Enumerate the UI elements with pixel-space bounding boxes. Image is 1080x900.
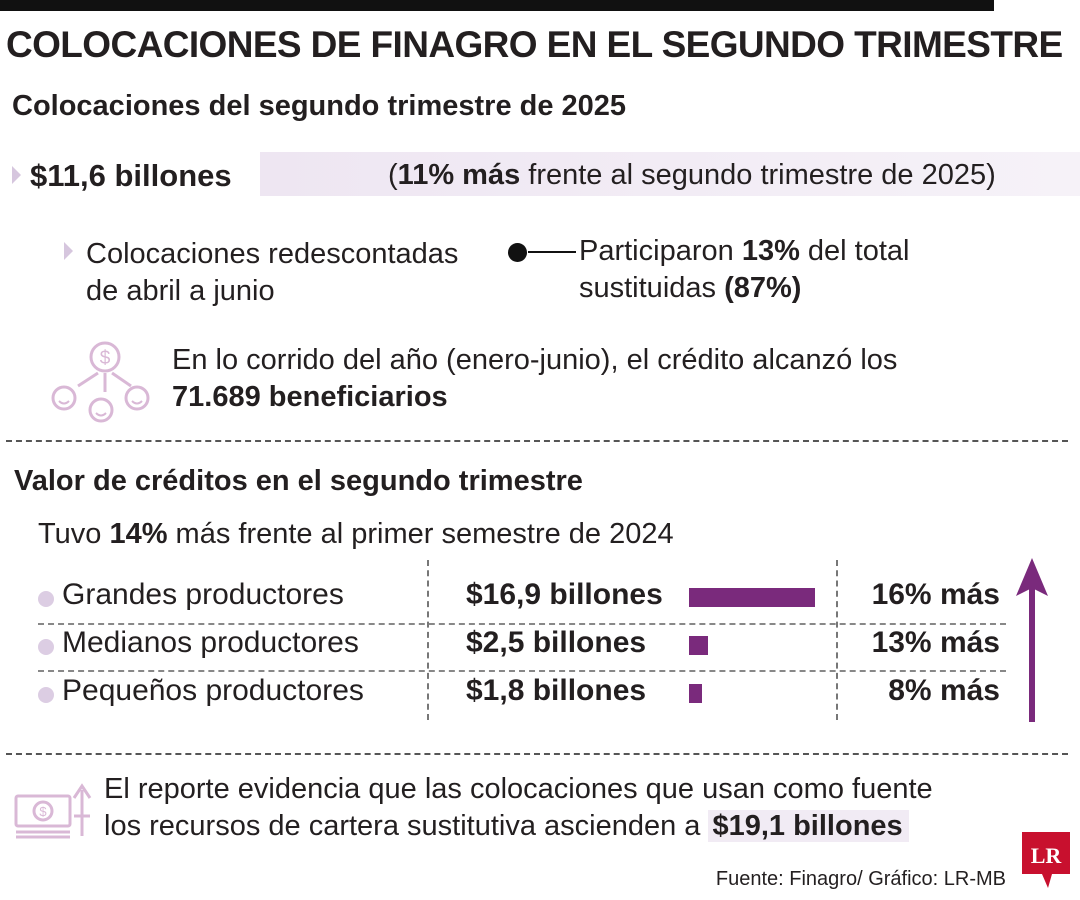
growth-arrow-icon: [1016, 558, 1048, 722]
tuvo-text: Tuvo 14% más frente al primer semestre d…: [38, 518, 674, 551]
redescontadas-line2: de abril a junio: [86, 275, 275, 307]
connector-dot: [508, 243, 527, 262]
tuvo-post: más frente al primer semestre de 2024: [167, 518, 674, 550]
value-label: $16,9 billones: [466, 578, 663, 611]
svg-text:$: $: [100, 348, 111, 369]
tuvo-pre: Tuvo: [38, 518, 110, 550]
beneficiarios-bold: 71.689 beneficiarios: [172, 381, 448, 413]
beneficiarios-text: En lo corrido del año (enero-junio), el …: [172, 342, 897, 416]
lr-logo: LR: [1022, 832, 1070, 888]
row-bullet: [38, 639, 54, 655]
growth-rest: frente al segundo trimestre de 2025): [520, 159, 996, 191]
tuvo-bold: 14%: [109, 518, 168, 550]
particip-pre: Participaron: [579, 235, 742, 267]
growth-label: 16% más: [871, 578, 1000, 611]
category-label: Grandes productores: [62, 578, 344, 611]
bullet-triangle-icon: [64, 242, 73, 260]
category-label: Pequeños productores: [62, 674, 364, 707]
participacion-line2: sustituidas (87%): [579, 270, 910, 307]
source-credit: Fuente: Finagro/ Gráfico: LR-MB: [715, 868, 1006, 890]
footer-note-amount: $19,1 billones: [708, 810, 909, 842]
lr-logo-text: LR: [1031, 843, 1063, 868]
footer-note: El reporte evidencia que las colocacione…: [104, 771, 933, 845]
row-divider: [38, 623, 1006, 625]
footer-note-pre: los recursos de cartera sustitutiva asci…: [104, 810, 709, 842]
row-divider: [38, 670, 1006, 672]
growth-bold: 11% más: [397, 159, 521, 191]
participacion-line1: Participaron 13% del total: [579, 233, 910, 270]
growth-label: 8% más: [888, 674, 1000, 707]
connector-line: [528, 251, 576, 253]
beneficiaries-icon: $: [51, 341, 150, 423]
sustituidas-pre: sustituidas: [579, 272, 725, 304]
sustituidas-bold: (87%): [724, 272, 802, 304]
particip-bold: 13%: [741, 235, 800, 267]
money-stack-icon: $: [14, 783, 92, 839]
value-label: $2,5 billones: [466, 626, 647, 659]
redescontadas-line1: Colocaciones redescontadas: [86, 238, 459, 270]
redescontadas-label: Colocaciones redescontadas de abril a ju…: [86, 236, 458, 310]
category-label: Medianos productores: [62, 626, 359, 659]
row-bullet: [38, 591, 54, 607]
growth-text: (11% más frente al segundo trimestre de …: [388, 159, 996, 192]
participacion-text: Participaron 13% del total sustituidas (…: [579, 233, 910, 307]
growth-open: (: [388, 159, 398, 191]
column-divider: [836, 560, 838, 720]
value-label: $1,8 billones: [466, 674, 647, 707]
value-bar: [689, 588, 815, 607]
growth-highlight-band: [260, 152, 1080, 196]
total-amount: $11,6 billones: [30, 158, 232, 193]
footer-note-line2: los recursos de cartera sustitutiva asci…: [104, 808, 933, 845]
value-bar: [689, 636, 708, 655]
particip-post: del total: [799, 235, 910, 267]
page-title: COLOCACIONES DE FINAGRO EN EL SEGUNDO TR…: [6, 24, 1063, 65]
bullet-triangle-icon: [12, 166, 21, 184]
divider: [6, 753, 1068, 755]
top-rule: [0, 0, 994, 11]
section2-title: Valor de créditos en el segundo trimestr…: [14, 465, 583, 497]
footer-note-line1: El reporte evidencia que las colocacione…: [104, 773, 933, 805]
svg-text:$: $: [39, 804, 47, 819]
growth-label: 13% más: [871, 626, 1000, 659]
column-divider: [427, 560, 429, 720]
row-bullet: [38, 687, 54, 703]
section-subtitle: Colocaciones del segundo trimestre de 20…: [12, 90, 627, 122]
beneficiarios-line1: En lo corrido del año (enero-junio), el …: [172, 344, 898, 376]
divider: [6, 440, 1068, 442]
value-bar: [689, 684, 702, 703]
